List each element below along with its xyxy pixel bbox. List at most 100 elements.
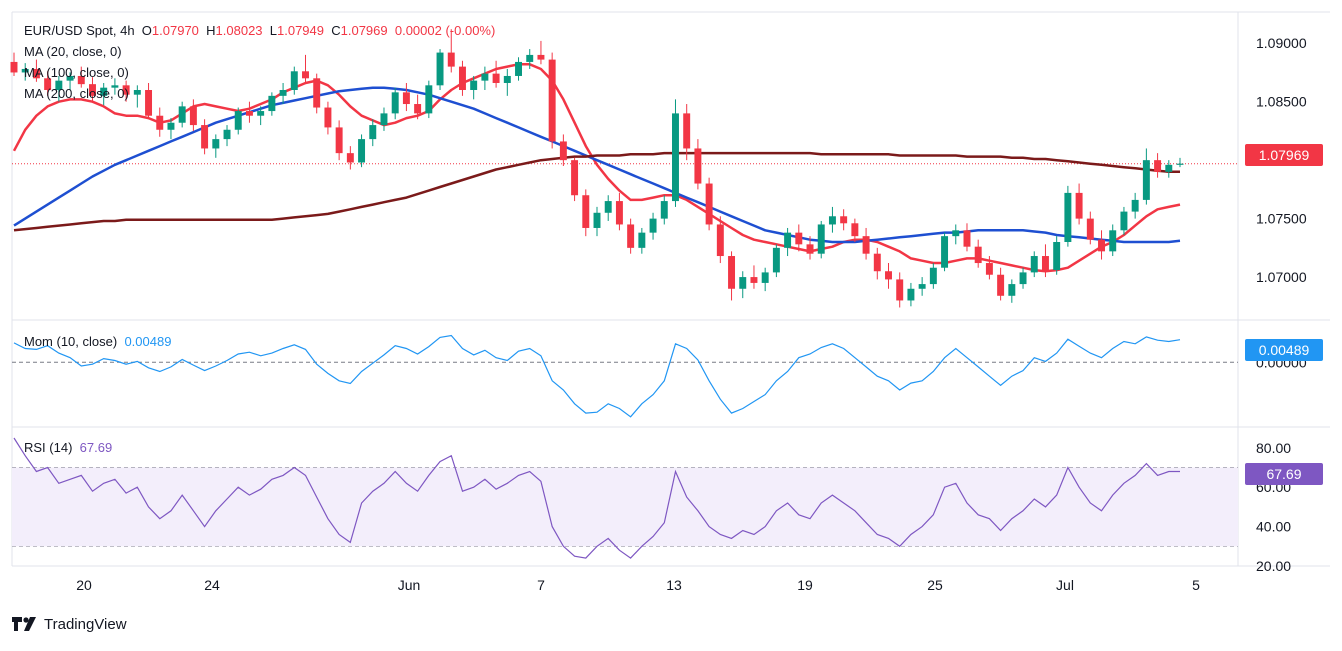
- candle-body: [571, 160, 579, 196]
- candle: [335, 120, 343, 161]
- candle: [974, 239, 982, 268]
- symbol-label[interactable]: EUR/USD Spot, 4h: [24, 23, 135, 38]
- close-value: 1.07969: [340, 23, 388, 38]
- candle-body: [324, 107, 332, 128]
- low-value: 1.07949: [277, 23, 324, 38]
- candle-body: [873, 253, 881, 272]
- candle: [414, 94, 422, 120]
- candle-body: [672, 113, 679, 202]
- candle: [537, 40, 545, 65]
- candle-body: [335, 127, 343, 154]
- candle: [290, 66, 298, 95]
- rsi-label[interactable]: RSI (14): [24, 440, 73, 455]
- candle: [885, 263, 892, 289]
- candle: [907, 282, 915, 307]
- momentum-legend: Mom (10, close) 0.00489: [24, 331, 171, 352]
- candle-body: [470, 80, 478, 90]
- candle-body: [313, 78, 321, 108]
- time-axis-tick-label: 25: [927, 577, 943, 593]
- candle-body: [436, 52, 444, 86]
- price-axis-tick-label: 1.07000: [1256, 269, 1307, 285]
- candle: [346, 146, 354, 170]
- candle-body: [458, 66, 466, 90]
- candle-body: [593, 212, 601, 228]
- candle-body: [32, 68, 40, 79]
- candle: [44, 71, 52, 96]
- ma200-legend[interactable]: MA (200, close, 0): [24, 86, 129, 101]
- candle-body: [784, 232, 792, 248]
- candle: [447, 29, 455, 73]
- high-label: H: [206, 23, 216, 38]
- candle: [470, 75, 478, 100]
- candle-body: [279, 90, 287, 96]
- candle: [728, 251, 736, 301]
- candle: [1098, 230, 1105, 260]
- candle: [985, 256, 993, 280]
- candle: [784, 227, 792, 257]
- candle: [391, 87, 399, 120]
- candle: [324, 101, 332, 135]
- high-value: 1.08023: [215, 23, 263, 38]
- candle-body: [212, 139, 220, 149]
- candle-body: [1131, 199, 1139, 212]
- time-axis-tick-label: 20: [76, 577, 92, 593]
- candle-body: [1064, 192, 1072, 242]
- candle: [918, 277, 926, 296]
- time-axis-tick-label: 19: [797, 577, 813, 593]
- candle-body: [133, 90, 141, 95]
- candle-body: [111, 85, 119, 88]
- candle-body: [885, 271, 892, 280]
- candle: [1176, 157, 1184, 168]
- price-legend: EUR/USD Spot, 4h O1.07970 H1.08023 L1.07…: [24, 20, 495, 104]
- candle-body: [10, 61, 18, 73]
- candle-body: [1086, 218, 1094, 240]
- candle-body: [728, 256, 736, 289]
- candle: [1120, 206, 1128, 235]
- candle: [1053, 236, 1061, 275]
- candle: [10, 52, 18, 76]
- candle: [100, 82, 108, 106]
- rsi-axis-tick-label: 80.00: [1256, 440, 1291, 456]
- candle-body: [952, 230, 960, 237]
- time-axis-tick-label: 24: [204, 577, 220, 593]
- candle: [750, 265, 758, 289]
- candle-body: [66, 75, 74, 81]
- candle-body: [55, 80, 63, 90]
- candle-body: [503, 75, 511, 83]
- candle-body: [100, 87, 108, 96]
- candle-body: [795, 232, 803, 245]
- rsi-band-fill: [12, 467, 1238, 547]
- ma100-line: [13, 86, 1181, 244]
- candle: [761, 267, 769, 292]
- candle-body: [1030, 256, 1038, 273]
- ma20-legend[interactable]: MA (20, close, 0): [24, 44, 122, 59]
- ma100-legend[interactable]: MA (100, close, 0): [24, 65, 129, 80]
- candle-body: [1109, 230, 1117, 252]
- candle: [369, 119, 377, 147]
- rsi-last-tag: 67.69: [1245, 463, 1323, 485]
- candle: [1165, 160, 1173, 178]
- candle: [189, 99, 197, 131]
- candle: [615, 192, 623, 231]
- candle-body: [997, 274, 1005, 296]
- candle: [458, 60, 466, 96]
- candle: [133, 85, 141, 108]
- candle: [694, 139, 702, 190]
- ma20-line: [12, 63, 1181, 273]
- time-axis-tick-label: 13: [666, 577, 682, 593]
- candle-body: [1142, 160, 1150, 200]
- tradingview-logo-icon: [12, 617, 36, 631]
- candle-body: [941, 236, 949, 268]
- candle-body: [268, 95, 276, 112]
- candle-body: [223, 129, 231, 140]
- ohlc-line: EUR/USD Spot, 4h O1.07970 H1.08023 L1.07…: [24, 20, 495, 41]
- time-axis-tick-label: Jun: [398, 577, 421, 593]
- momentum-label[interactable]: Mom (10, close): [24, 334, 118, 349]
- candle-body: [257, 111, 265, 116]
- change-value: 0.00002 (-0.00%): [394, 23, 496, 38]
- brand-footer[interactable]: TradingView: [12, 614, 127, 634]
- candle: [840, 209, 848, 231]
- rsi-axis-tick-label: 20.00: [1256, 558, 1291, 574]
- candle: [941, 232, 949, 272]
